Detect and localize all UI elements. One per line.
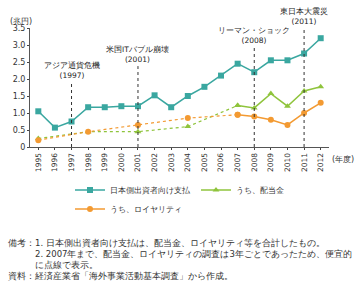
svg-text:2006: 2006 [216,153,225,172]
svg-text:1.5: 1.5 [13,92,26,101]
svg-text:米国ITバブル崩壊(2001): 米国ITバブル崩壊(2001) [106,45,169,64]
svg-text:1996: 1996 [50,153,59,172]
svg-text:リーマン・ショック(2008): リーマン・ショック(2008) [218,26,290,45]
svg-text:1995: 1995 [34,153,43,172]
svg-text:2009: 2009 [266,153,275,172]
svg-text:2002: 2002 [150,153,159,172]
svg-text:2012: 2012 [316,153,325,172]
svg-text:アジア通貨危機(1997): アジア通貨危機(1997) [44,61,100,80]
svg-text:1997: 1997 [67,153,76,172]
svg-text:1.0: 1.0 [13,109,26,118]
svg-text:2007: 2007 [233,153,242,172]
svg-text:3.5: 3.5 [13,24,26,33]
svg-text:2004: 2004 [183,153,192,172]
svg-text:2.5: 2.5 [13,58,26,67]
html-text:2. 2007年まで、配当金、ロイヤリティの調査は3年ごとで: 2. 2007年まで、配当金、ロイヤリティの調査は3年ごとであったため、便宜的に… [35,249,352,270]
svg-text:日本側出資者向け支払: 日本側出資者向け支払 [110,186,191,195]
svg-text:1999: 1999 [100,153,109,172]
html-text:備考：1. 日本側出資者向け支払は、配当金、ロイヤリティ等を: 備考：1. 日本側出資者向け支払は、配当金、ロイヤリティ等を合計したもの。 [8,238,325,248]
svg-text:うち、配当金: うち、配当金 [236,186,284,195]
svg-text:(年度): (年度) [332,155,354,164]
svg-text:東日本大震災(2011): 東日本大震災(2011) [280,7,328,26]
svg-text:2003: 2003 [167,153,176,172]
svg-text:0: 0 [20,143,25,152]
html-text:資料：経済産業省「海外事業活動基本調査」から作成。: 資料：経済産業省「海外事業活動基本調査」から作成。 [8,271,233,281]
svg-text:1998: 1998 [84,153,93,172]
svg-text:3.0: 3.0 [13,41,26,50]
svg-text:2000: 2000 [117,153,126,172]
svg-text:2010: 2010 [283,153,292,172]
svg-text:0.5: 0.5 [13,126,26,135]
svg-text:2001: 2001 [133,153,142,172]
svg-text:うち、ロイヤリティ: うち、ロイヤリティ [110,205,182,214]
svg-text:2008: 2008 [250,153,259,172]
svg-text:(兆円): (兆円) [10,17,32,26]
svg-text:2011: 2011 [300,153,309,172]
svg-text:2.0: 2.0 [13,75,26,84]
svg-text:2005: 2005 [200,153,209,172]
